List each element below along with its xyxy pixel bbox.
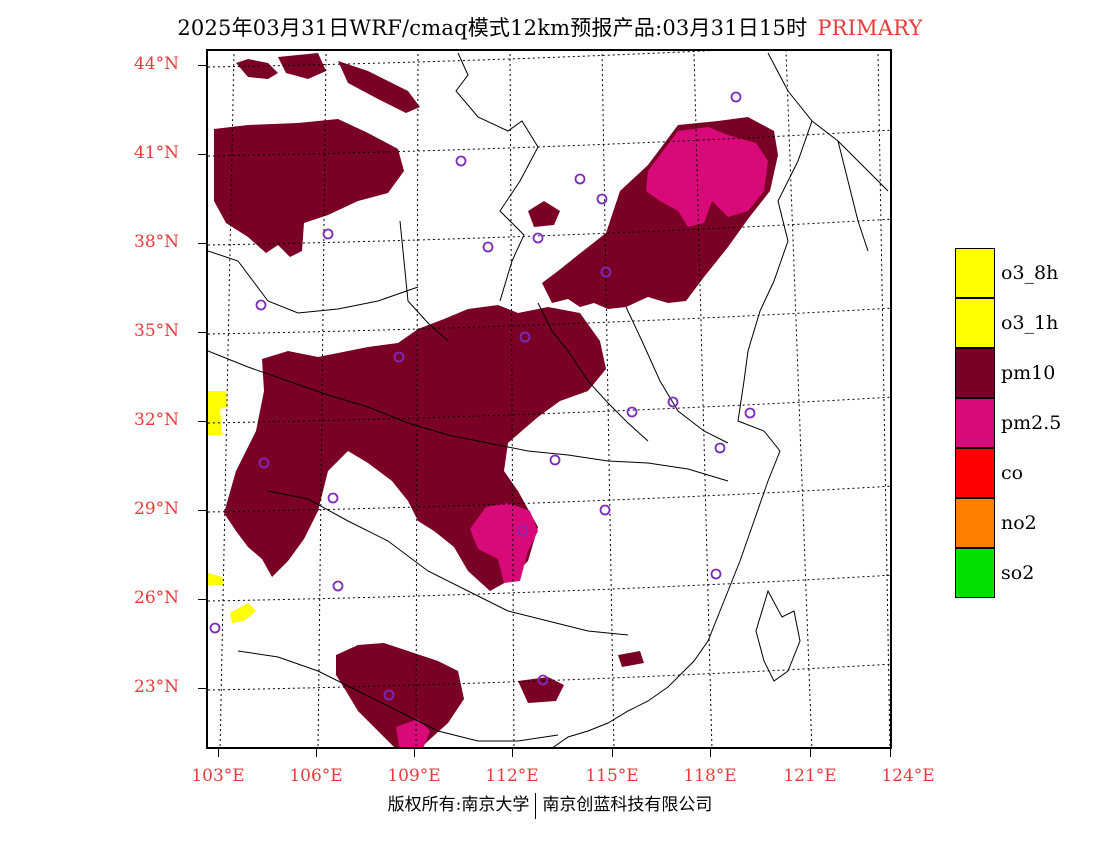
station-marker <box>710 568 722 580</box>
copyright-owner: 版权所有:南京大学 <box>387 795 530 815</box>
o3-region-west <box>208 391 256 623</box>
lon-tick <box>218 749 219 757</box>
lat-tick <box>198 510 206 511</box>
station-marker <box>209 622 221 634</box>
lat-label-44: 44°N <box>134 54 180 74</box>
lon-tick <box>316 749 317 757</box>
title-text: 2025年03月31日WRF/cmaq模式12km预报产品:03月31日15时 <box>177 16 808 40</box>
lat-label-29: 29°N <box>134 499 180 519</box>
lon-label-106: 106°E <box>289 766 343 786</box>
legend-swatch <box>955 398 995 448</box>
lon-tick <box>612 749 613 757</box>
station-marker <box>393 351 405 363</box>
lon-label-109: 109°E <box>387 766 441 786</box>
legend-label: so2 <box>1001 562 1035 584</box>
lat-tick <box>198 154 206 155</box>
lat-label-41: 41°N <box>134 143 180 163</box>
station-marker <box>322 228 334 240</box>
legend-swatch <box>955 448 995 498</box>
legend-swatch <box>955 548 995 598</box>
map-title: 2025年03月31日WRF/cmaq模式12km预报产品:03月31日15时 P… <box>0 12 1100 42</box>
lat-tick <box>198 599 206 600</box>
legend-swatch <box>955 498 995 548</box>
station-marker <box>383 689 395 701</box>
lat-label-23: 23°N <box>134 677 180 697</box>
station-marker <box>255 299 267 311</box>
lon-label-118: 118°E <box>683 766 737 786</box>
legend-label: pm2.5 <box>1001 412 1062 434</box>
lon-label-121: 121°E <box>783 766 837 786</box>
station-marker <box>455 155 467 167</box>
station-marker <box>714 442 726 454</box>
lat-tick <box>198 65 206 66</box>
lat-label-32: 32°N <box>134 410 180 430</box>
lat-tick <box>198 688 206 689</box>
lon-label-124: 124°E <box>881 766 935 786</box>
lon-tick <box>414 749 415 757</box>
lon-label-103: 103°E <box>191 766 245 786</box>
station-marker <box>532 232 544 244</box>
lon-tick <box>890 749 891 757</box>
lat-tick <box>198 421 206 422</box>
legend-swatch <box>955 348 995 398</box>
legend-label: co <box>1001 462 1024 484</box>
station-marker <box>730 91 742 103</box>
map-panel[interactable] <box>206 49 892 749</box>
station-marker <box>667 396 679 408</box>
legend-label: o3_1h <box>1001 312 1059 334</box>
pm10-region-northwest <box>214 53 420 257</box>
lat-label-35: 35°N <box>134 321 180 341</box>
station-marker <box>600 266 612 278</box>
lon-tick <box>810 749 811 757</box>
lon-tick <box>710 749 711 757</box>
station-marker <box>519 331 531 343</box>
station-marker <box>332 580 344 592</box>
lon-label-115: 115°E <box>585 766 639 786</box>
copyright-company: 南京创蓝科技有限公司 <box>542 795 713 815</box>
pm10-region-central <box>224 305 606 591</box>
legend-swatch <box>955 248 995 298</box>
pollution-map <box>208 51 890 747</box>
station-marker <box>596 193 608 205</box>
station-marker <box>327 492 339 504</box>
lon-label-112: 112°E <box>485 766 539 786</box>
lat-label-26: 26°N <box>134 588 180 608</box>
station-marker <box>599 504 611 516</box>
pm25-region-south <box>396 719 430 747</box>
province-borders <box>208 52 889 747</box>
legend-label: no2 <box>1001 512 1037 534</box>
station-markers <box>209 91 756 701</box>
lat-label-38: 38°N <box>134 232 180 252</box>
footer-separator <box>535 792 537 819</box>
graticule <box>208 51 890 747</box>
station-marker <box>744 407 756 419</box>
lon-tick <box>512 749 513 757</box>
station-marker <box>537 674 549 686</box>
legend-swatch <box>955 298 995 348</box>
pm25-region-central <box>470 503 538 583</box>
lat-tick <box>198 243 206 244</box>
station-marker <box>549 454 561 466</box>
station-marker <box>517 525 529 537</box>
primary-tag: PRIMARY <box>817 16 923 40</box>
legend-label: pm10 <box>1001 362 1056 384</box>
legend-label: o3_8h <box>1001 262 1059 284</box>
station-marker <box>626 406 638 418</box>
copyright-footer: 版权所有:南京大学 南京创蓝科技有限公司 <box>0 790 1100 819</box>
pm25-region-northeast <box>646 127 768 227</box>
station-marker <box>258 457 270 469</box>
lat-tick <box>198 332 206 333</box>
station-marker <box>482 241 494 253</box>
station-marker <box>574 173 586 185</box>
pm10-region-south <box>336 643 644 747</box>
